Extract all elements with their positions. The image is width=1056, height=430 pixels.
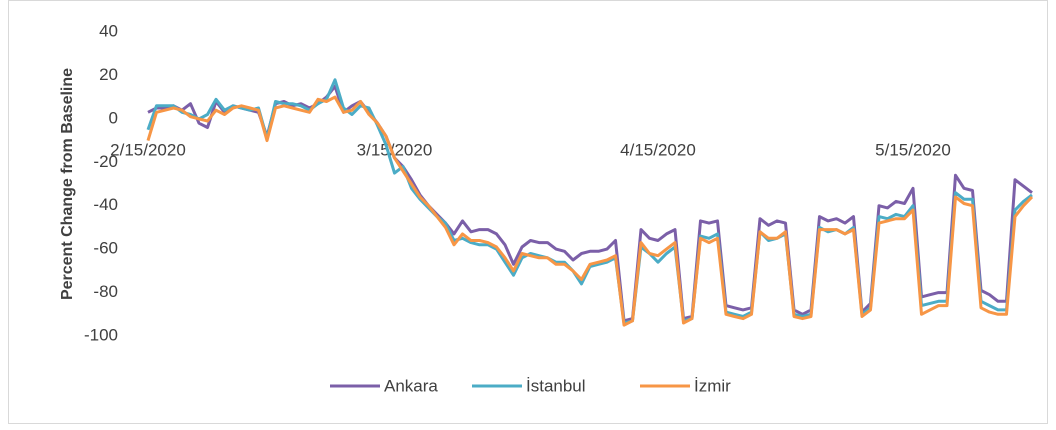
- x-tick-label: 5/15/2020: [875, 140, 951, 159]
- y-tick-label: -40: [93, 195, 118, 214]
- y-axis-title: Percent Change from Baseline: [59, 68, 76, 300]
- y-tick-label: 20: [99, 65, 118, 84]
- y-tick-label: -60: [93, 239, 118, 258]
- y-tick-label: -80: [93, 282, 118, 301]
- chart-border: [8, 0, 1048, 424]
- y-tick-label: 40: [99, 21, 118, 40]
- y-tick-label: -20: [93, 152, 118, 171]
- x-tick-label: 4/15/2020: [620, 140, 696, 159]
- series-line: [146, 95, 1034, 327]
- legend-label: Ankara: [384, 376, 438, 395]
- y-tick-label: -100: [84, 325, 118, 344]
- legend-label: İzmir: [694, 376, 731, 395]
- legend-label: İstanbul: [526, 376, 586, 395]
- y-tick-label: 0: [109, 108, 118, 127]
- x-tick-label: 3/15/2020: [357, 140, 433, 159]
- x-tick-label: 2/15/2020: [110, 140, 186, 159]
